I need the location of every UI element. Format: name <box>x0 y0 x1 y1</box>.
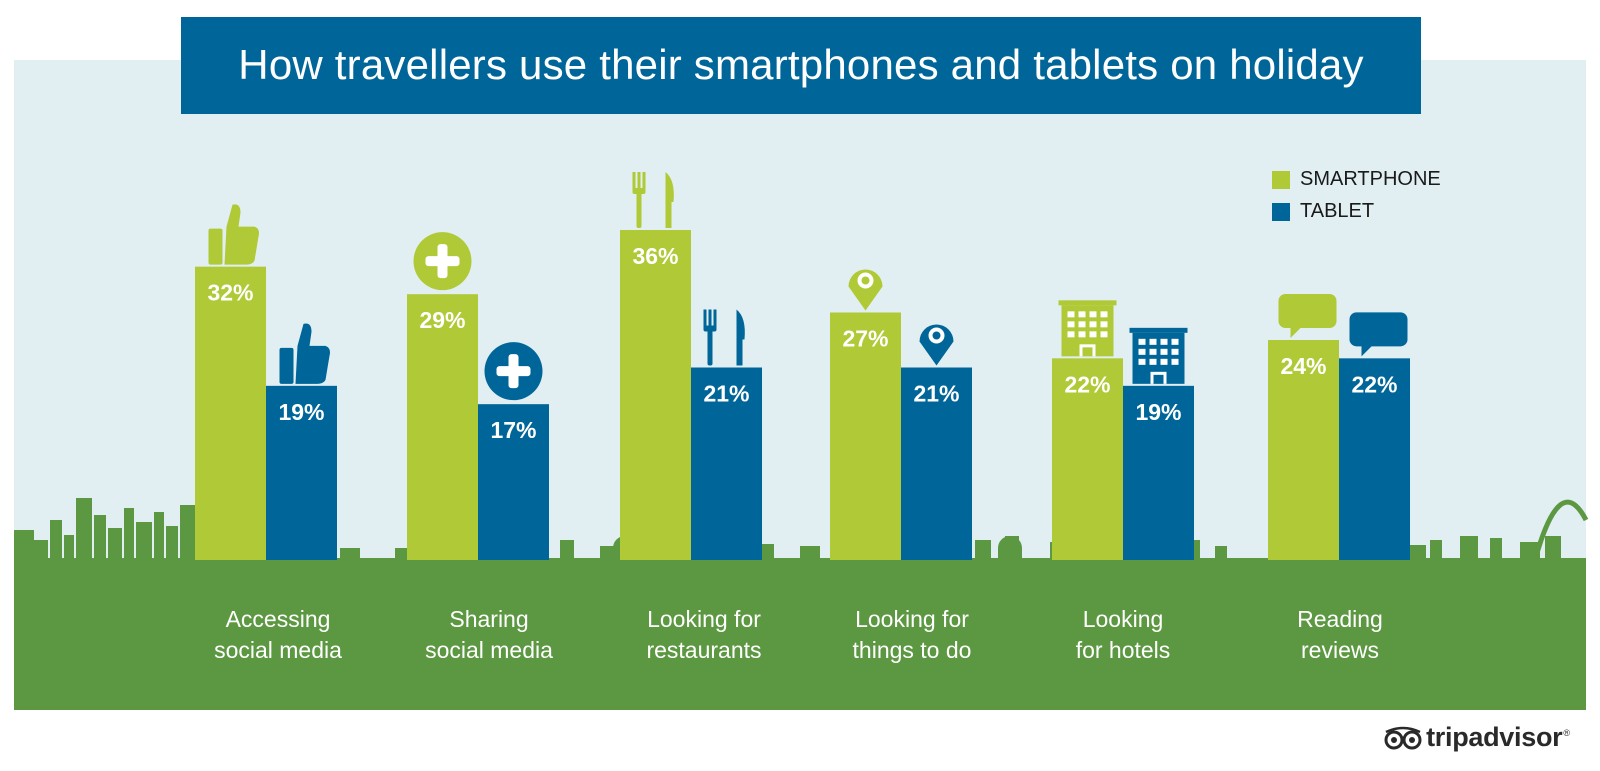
legend-item-tablet: TABLET <box>1272 200 1374 223</box>
category-label-5: Reading reviews <box>1297 606 1383 663</box>
skyline-building <box>975 540 991 562</box>
skyline-building <box>560 540 574 562</box>
bar-smartphone-3 <box>830 312 901 560</box>
skyline-building <box>124 508 134 562</box>
bar-smartphone-4 <box>1052 358 1123 560</box>
skyline-building <box>395 548 410 562</box>
skyline-building <box>1410 545 1426 562</box>
skyline-building <box>76 498 92 562</box>
legend-swatch-tablet <box>1272 202 1290 221</box>
skyline-building <box>1460 536 1478 562</box>
fork-knife-icon <box>632 172 674 228</box>
fork-knife-icon <box>703 309 745 366</box>
data-label-tablet-1: 17% <box>490 417 536 443</box>
legend-swatch-smartphone <box>1272 170 1290 189</box>
thumbs-up-icon <box>208 204 259 265</box>
category-label-1: Sharing social media <box>425 606 553 663</box>
bar-tablet-1 <box>478 404 549 560</box>
skyline-building <box>180 505 198 562</box>
data-label-tablet-5: 22% <box>1351 371 1397 397</box>
data-label-smartphone-5: 24% <box>1280 353 1326 379</box>
category-label-4: Looking for hotels <box>1075 606 1171 663</box>
skyline-building <box>800 546 820 562</box>
skyline-building <box>1545 536 1561 562</box>
bar-tablet-5 <box>1339 358 1410 560</box>
bar-tablet-4 <box>1123 385 1194 560</box>
data-label-tablet-2: 21% <box>703 381 749 407</box>
legend-label-smartphone: SMARTPHONE <box>1300 168 1441 190</box>
map-pin-icon <box>848 269 883 311</box>
data-label-tablet-0: 19% <box>278 399 324 425</box>
data-label-smartphone-0: 32% <box>207 280 253 306</box>
speech-bubble-icon <box>1278 294 1337 338</box>
chart-title: How travellers use their smartphones and… <box>181 17 1421 114</box>
hotel-icon <box>1129 327 1188 384</box>
skyline-building <box>340 548 360 562</box>
icons-layer <box>208 172 1408 401</box>
bar-smartphone-5 <box>1268 340 1339 560</box>
data-label-smartphone-4: 22% <box>1064 371 1110 397</box>
brand-registered-mark: ® <box>1563 728 1570 738</box>
skyline-building <box>1430 540 1442 562</box>
bar-tablet-0 <box>266 385 337 560</box>
skyline-building <box>154 512 164 562</box>
skyline-building <box>14 530 34 562</box>
skyline-building <box>108 528 122 562</box>
skyline-building <box>166 526 178 562</box>
bar-tablet-2 <box>691 367 762 560</box>
bar-smartphone-2 <box>620 230 691 560</box>
category-label-3: Looking for things to do <box>852 606 972 663</box>
owl-eyes-icon <box>1384 726 1422 749</box>
plus-circle-icon <box>484 342 543 401</box>
skyline-building <box>94 515 106 562</box>
legend-item-smartphone: SMARTPHONE <box>1272 168 1441 191</box>
data-label-smartphone-1: 29% <box>419 307 465 333</box>
speech-bubble-icon <box>1349 312 1408 357</box>
data-label-tablet-4: 19% <box>1135 399 1181 425</box>
data-label-smartphone-2: 36% <box>632 243 678 269</box>
skyline-building <box>64 535 74 562</box>
brand-name: tripadvisor <box>1426 722 1563 752</box>
category-label-0: Accessing social media <box>214 606 342 663</box>
skyline-building <box>760 544 774 562</box>
map-pin-icon <box>919 324 954 366</box>
skyline-building <box>136 522 152 562</box>
skyline-arch <box>1532 499 1589 561</box>
plus-circle-icon <box>413 232 472 291</box>
skyline-building <box>1490 538 1502 562</box>
skyline-building <box>1215 546 1227 562</box>
hotel-icon <box>1058 300 1117 357</box>
data-label-tablet-3: 21% <box>913 381 959 407</box>
bar-smartphone-0 <box>195 266 266 560</box>
thumbs-up-icon <box>279 323 330 384</box>
tripadvisor-logo: tripadvisor ® <box>1384 722 1570 753</box>
category-label-2: Looking for restaurants <box>646 606 762 663</box>
bar-smartphone-1 <box>407 294 478 560</box>
bar-tablet-3 <box>901 367 972 560</box>
legend-label-tablet: TABLET <box>1300 200 1375 222</box>
bars-layer: 32% 19% 29% 17% 36% 21% 27% 21% 22% 19% 24% 22% <box>195 230 1410 560</box>
skyline-building <box>34 540 48 562</box>
data-label-smartphone-3: 27% <box>842 326 888 352</box>
skyline-dome <box>998 536 1022 561</box>
skyline-building <box>50 520 62 562</box>
ground-background <box>14 558 1586 710</box>
